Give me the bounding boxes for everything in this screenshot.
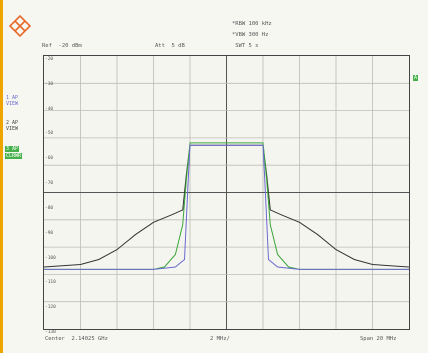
y-tick-label: -70 [45, 181, 54, 187]
trace2-label: 2 AP [6, 120, 19, 126]
left-accent-bar [0, 0, 3, 353]
y-tick-label: -20 [45, 57, 54, 62]
rohde-schwarz-logo-icon [9, 15, 31, 37]
attenuation: Att 5 dB [155, 43, 185, 49]
center-frequency: Center 2.14025 GHz [45, 336, 108, 342]
y-tick-label: -80 [45, 205, 54, 211]
right-badge: A [413, 75, 419, 81]
trace3-label: 3 AP [5, 146, 20, 152]
trace-3-line [44, 144, 409, 270]
rbw: *RBW 100 kHz [232, 21, 272, 27]
trace2-mode: VIEW [6, 126, 19, 132]
spectrum-plot [43, 55, 410, 330]
y-tick-label: -130 [45, 330, 56, 335]
span: Span 20 MHz [360, 336, 397, 342]
trace-2-line [44, 142, 409, 270]
trace3-mode: CLRWR [5, 153, 23, 159]
per-division: 2 MHz/ [210, 336, 230, 342]
trace1-mode: VIEW [6, 101, 19, 107]
y-tick-label: -50 [45, 131, 54, 137]
y-tick-label: -40 [45, 106, 54, 112]
trace1-label: 1 AP [6, 95, 19, 101]
spectrum-chart [44, 56, 409, 329]
y-tick-label: -60 [45, 156, 54, 162]
y-tick-label: -120 [45, 305, 56, 311]
y-tick-label: -110 [45, 280, 56, 286]
y-tick-label: -90 [45, 230, 54, 236]
y-tick-label: -100 [45, 255, 56, 261]
vbw: *VBW 300 Hz [232, 32, 269, 38]
sweep-time: SWT 5 s [232, 43, 259, 49]
y-tick-label: -30 [45, 81, 54, 87]
ref-level: Ref -20 dBm [42, 43, 82, 49]
